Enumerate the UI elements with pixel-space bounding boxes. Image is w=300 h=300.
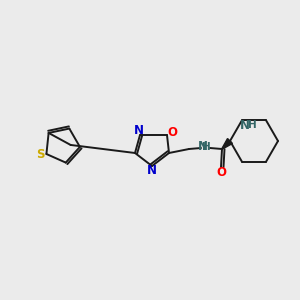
Text: N: N bbox=[134, 124, 144, 137]
Polygon shape bbox=[222, 139, 232, 149]
Text: N: N bbox=[198, 140, 208, 154]
Text: H: H bbox=[202, 142, 210, 152]
Text: O: O bbox=[167, 125, 177, 139]
Text: N: N bbox=[147, 164, 157, 178]
Text: O: O bbox=[216, 166, 226, 178]
Text: H: H bbox=[248, 120, 256, 130]
Text: N: N bbox=[240, 119, 250, 132]
Text: S: S bbox=[36, 148, 45, 161]
